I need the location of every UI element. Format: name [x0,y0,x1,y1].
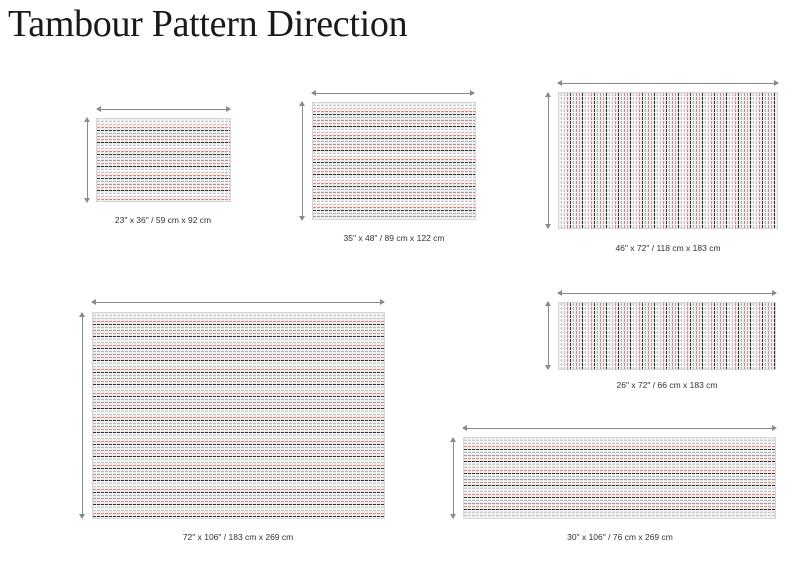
size-label: 35" x 48" / 89 cm x 122 cm [343,233,445,243]
size-label: 23" x 36" / 59 cm x 92 cm [114,215,212,225]
length-arrow [84,117,90,203]
length-arrow [545,301,551,370]
length-arrow [545,92,551,229]
length-arrow [79,312,85,519]
rug-pattern-horizontal [312,102,476,220]
size-label: 46" x 72" / 118 cm x 183 cm [615,243,721,253]
size-label: 30" x 106" / 76 cm x 269 cm [567,532,673,542]
size-label: 72" x 106" / 183 cm x 269 cm [182,532,294,542]
page-title: Tambour Pattern Direction [8,3,408,45]
width-arrow [557,290,777,296]
width-arrow [96,106,231,112]
width-arrow [311,90,475,96]
length-arrow [299,101,305,221]
rug-pattern-horizontal [92,312,385,519]
width-arrow [462,425,777,431]
length-arrow [450,437,456,519]
rug-pattern-horizontal [463,437,776,519]
width-arrow [91,299,385,305]
rug-pattern-vertical [558,92,778,229]
width-arrow [557,80,779,86]
rug-pattern-horizontal [96,118,231,202]
size-label: 26" x 72" / 66 cm x 183 cm [616,380,718,390]
rug-pattern-vertical [558,302,776,370]
